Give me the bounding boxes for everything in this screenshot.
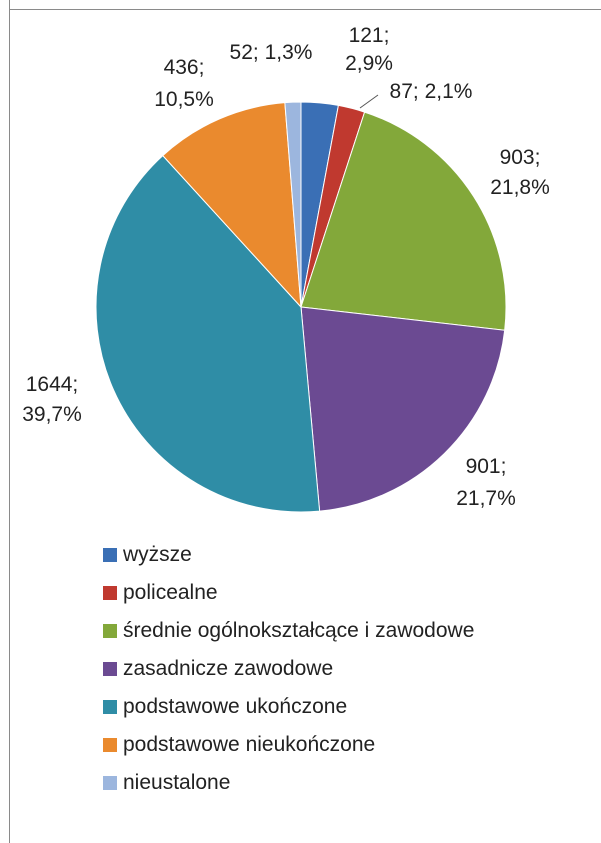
data-label-1: 87; 2,1% [390,80,473,103]
legend-swatch-3 [103,662,117,676]
legend-label-6: nieustalone [123,771,231,794]
data-label-value-5: 436; [164,56,205,79]
pie-slices [95,101,507,513]
data-label-percent-5: 10,5% [154,88,214,111]
legend-swatch-4 [103,700,117,714]
legend-label-5: podstawowe nieukończone [123,733,376,756]
data-label-value-3: 901; [466,455,507,478]
legend-swatch-1 [103,586,117,600]
leader-line [359,94,379,109]
pie-slice-6 [284,101,302,308]
legend-label-4: podstawowe ukończone [123,695,348,718]
legend-item-0: wyższe [103,536,593,574]
pie-slice-2 [300,111,507,331]
data-label-percent-0: 2,9% [345,52,393,75]
legend-swatch-0 [103,548,117,562]
pie-slice-3 [300,306,506,512]
legend-label-1: policealne [123,581,218,604]
legend-item-3: zasadnicze zawodowe [103,650,593,688]
pie-slice-5 [162,102,302,309]
data-label-percent-2: 21,8% [490,176,550,199]
legend-label-3: zasadnicze zawodowe [123,657,334,680]
legend-swatch-6 [103,776,117,790]
legend-item-5: podstawowe nieukończone [103,726,593,764]
legend-item-6: nieustalone [103,764,593,802]
legend: wyższe policealne średnie ogólnokształcące… [103,536,593,802]
legend-swatch-5 [103,738,117,752]
data-label-percent-3: 21,7% [456,487,516,510]
legend-item-2: średnie ogólnokształcące i zawodowe [103,612,593,650]
data-label-value-2: 903; [500,146,541,169]
data-label-percent-4: 39,7% [22,403,82,426]
frame-left-border [9,0,10,843]
legend-label-2: średnie ogólnokształcące i zawodowe [123,619,475,642]
data-label-6: 52; 1,3% [230,41,313,64]
data-label-value-4: 1644; [26,373,79,396]
pie-labels: 121; 2,9% 87; 2,1% 903; 21,8% 901; 21,7% 1644; 3… [22,24,550,510]
pie-slice-4 [95,154,321,513]
legend-item-4: podstawowe ukończone [103,688,593,726]
legend-label-0: wyższe [123,543,192,566]
legend-item-1: policealne [103,574,593,612]
data-label-value-0: 121; [349,24,390,47]
frame-top-border [9,9,601,10]
legend-swatch-2 [103,624,117,638]
